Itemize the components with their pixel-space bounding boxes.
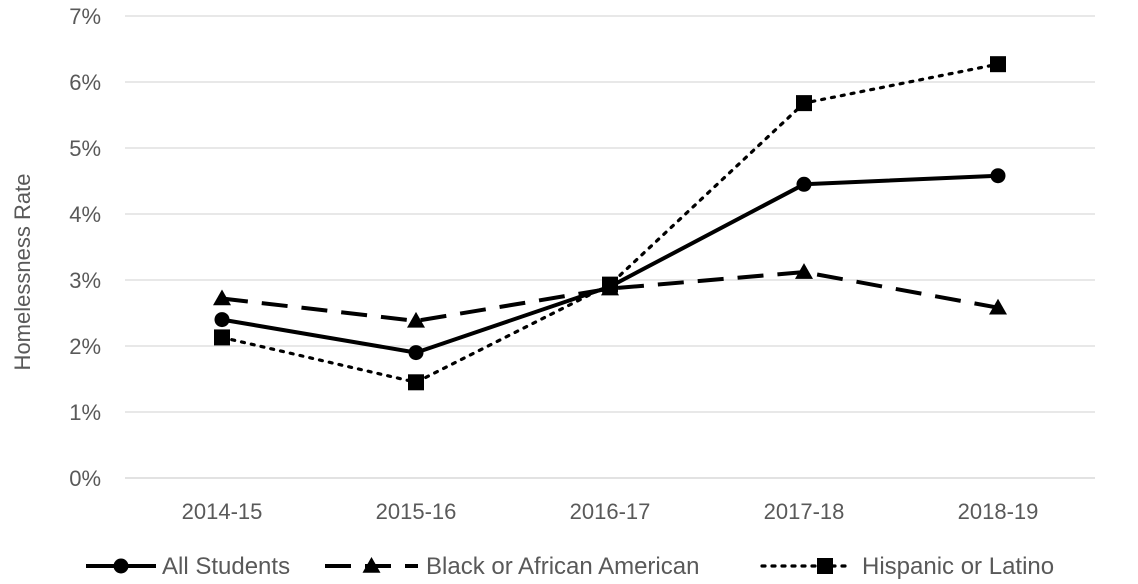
y-tick-label: 6%	[69, 70, 101, 95]
circle-marker	[113, 558, 129, 574]
legend-item: Black or African American	[325, 553, 699, 580]
y-tick-label: 3%	[69, 268, 101, 293]
circle-marker	[214, 312, 230, 328]
x-tick-label: 2018-19	[958, 499, 1039, 524]
gridlines	[125, 15, 1095, 479]
y-tick-label: 2%	[69, 334, 101, 359]
square-marker	[408, 374, 424, 391]
square-marker	[990, 56, 1006, 73]
legend: All Students Black or African American His…	[86, 553, 1054, 580]
legend-label: All Students	[162, 553, 290, 580]
legend-label: Hispanic or Latino	[862, 553, 1054, 580]
y-tick-label: 0%	[69, 466, 101, 491]
series-line	[221, 173, 999, 355]
series-black-or-african-american	[213, 263, 1007, 328]
series-line	[221, 270, 999, 323]
triangle-marker	[362, 557, 381, 573]
legend-label: Black or African American	[426, 553, 699, 580]
circle-marker	[990, 168, 1006, 184]
triangle-marker	[213, 289, 231, 306]
square-marker	[817, 558, 833, 574]
square-marker	[796, 95, 812, 112]
y-tick-label: 5%	[69, 136, 101, 161]
circle-marker	[408, 345, 424, 361]
circle-marker	[796, 176, 812, 192]
x-tick-label: 2015-16	[376, 499, 457, 524]
x-tick-label: 2016-17	[570, 499, 651, 524]
y-axis-title: Homelessness Rate	[10, 174, 35, 371]
y-tick-label: 7%	[69, 4, 101, 29]
x-tick-label: 2017-18	[764, 499, 845, 524]
series-layer	[213, 56, 1007, 391]
y-tick-label: 1%	[69, 400, 101, 425]
square-marker	[602, 276, 618, 293]
legend-item: All Students	[86, 553, 290, 580]
x-tick-label: 2014-15	[182, 499, 263, 524]
series-all-students	[214, 168, 1006, 361]
y-axis-ticks: 0% 1% 2% 3% 4% 5% 6% 7%	[69, 4, 101, 491]
triangle-marker	[989, 298, 1007, 315]
triangle-marker	[407, 311, 425, 328]
series-hispanic-or-latino	[214, 56, 1006, 391]
legend-item: Hispanic or Latino	[760, 553, 1054, 580]
series-line	[220, 62, 1000, 384]
y-tick-label: 4%	[69, 202, 101, 227]
square-marker	[214, 329, 230, 346]
triangle-marker	[795, 263, 813, 279]
x-axis-ticks: 2014-15 2015-16 2016-17 2017-18 2018-19	[182, 499, 1039, 524]
